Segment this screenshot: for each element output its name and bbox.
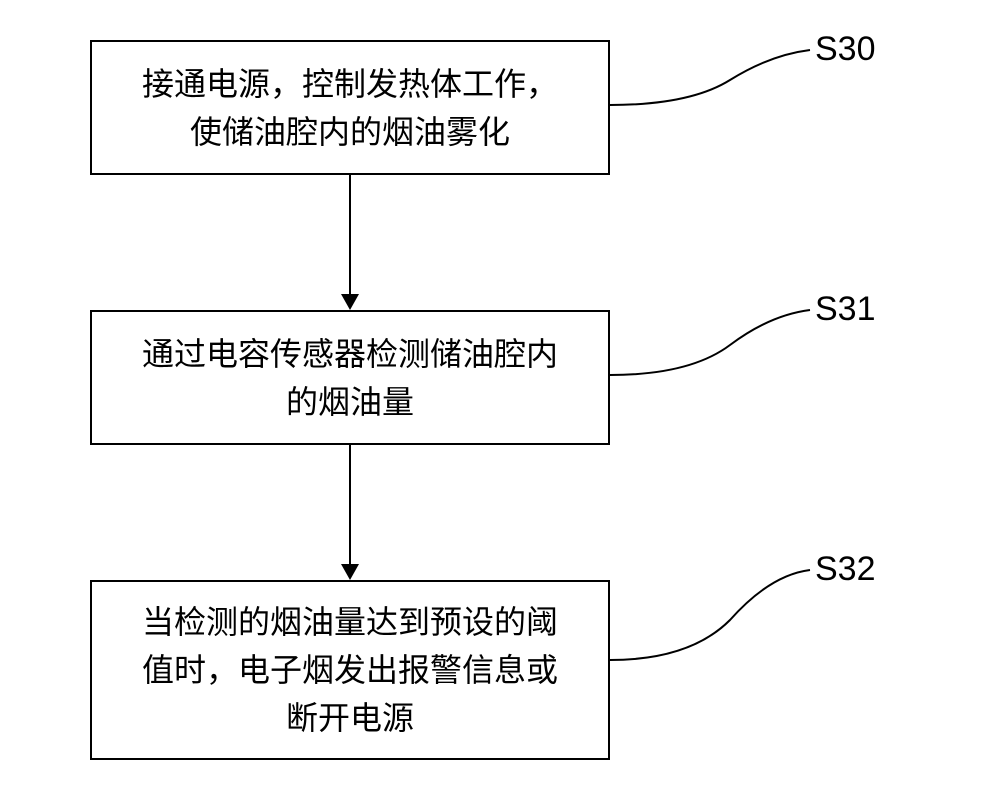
connector-s32	[90, 40, 910, 770]
